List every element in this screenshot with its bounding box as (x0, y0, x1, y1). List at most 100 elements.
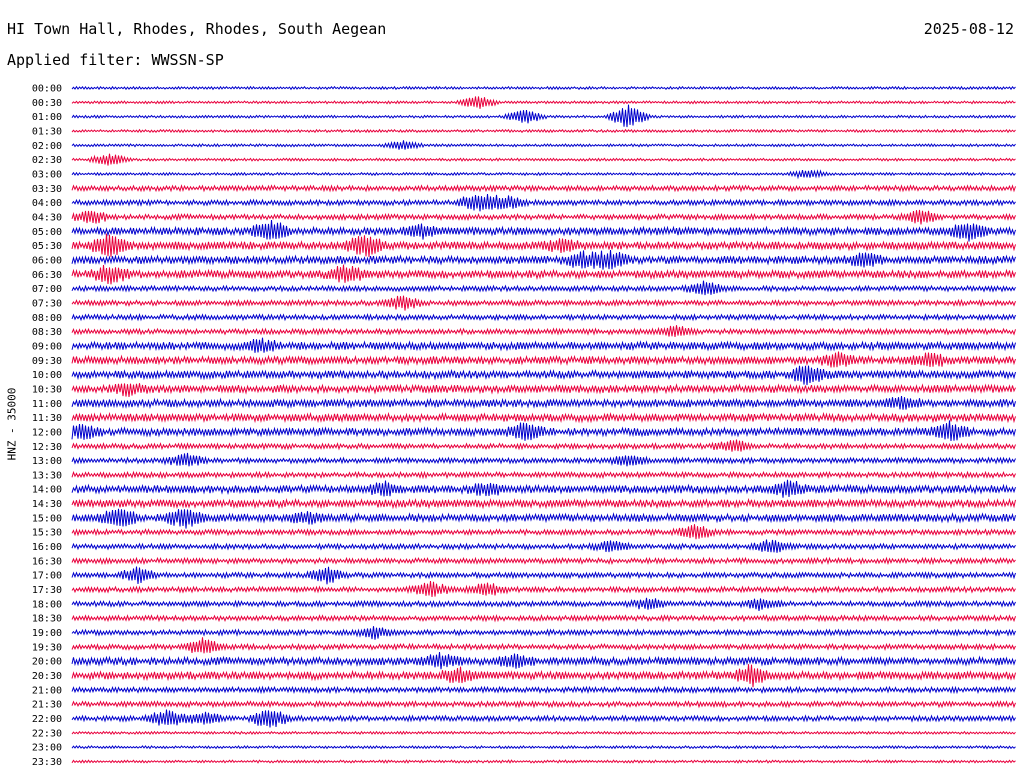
trace-row (71, 104, 1016, 128)
trace-row (71, 699, 1016, 709)
row-time-label: 15:30 (32, 528, 62, 539)
trace-row (71, 651, 1016, 670)
row-time-label: 19:30 (32, 642, 62, 653)
row-time-label: 13:00 (32, 456, 62, 467)
row-time-label: 11:00 (32, 399, 62, 410)
trace-row (71, 539, 1016, 553)
trace-row (71, 452, 1016, 467)
row-time-label: 21:00 (32, 685, 62, 696)
row-time-label: 21:30 (32, 700, 62, 711)
row-time-label: 22:30 (32, 728, 62, 739)
trace-row (71, 264, 1016, 285)
trace-row (71, 508, 1016, 529)
trace-row (71, 184, 1016, 193)
row-time-label: 16:00 (32, 542, 62, 553)
trace-row (71, 325, 1016, 337)
trace-row (71, 759, 1016, 764)
row-time-label: 07:00 (32, 284, 62, 295)
trace-row (71, 664, 1016, 688)
row-time-label: 00:30 (32, 98, 62, 109)
row-time-label: 19:00 (32, 628, 62, 639)
row-time-label: 01:00 (32, 112, 62, 123)
row-time-label: 03:30 (32, 184, 62, 195)
trace-row (71, 420, 1016, 442)
row-time-label: 10:00 (32, 370, 62, 381)
trace-row (71, 497, 1016, 510)
row-time-label: 00:00 (32, 84, 62, 95)
trace-row (71, 597, 1016, 611)
trace-row (71, 85, 1016, 91)
row-time-label: 06:30 (32, 270, 62, 281)
trace-row (71, 220, 1016, 242)
row-time-label: 17:30 (32, 585, 62, 596)
row-time-label: 15:00 (32, 513, 62, 524)
row-time-label: 03:00 (32, 169, 62, 180)
row-time-label: 13:30 (32, 470, 62, 481)
row-time-label: 07:30 (32, 298, 62, 309)
trace-row (71, 439, 1016, 452)
trace-row (71, 249, 1016, 270)
row-time-label: 20:00 (32, 657, 62, 668)
filter-label: Applied filter: WWSSN-SP (7, 51, 224, 69)
trace-row (71, 744, 1016, 750)
row-time-label: 14:30 (32, 499, 62, 510)
trace-row (71, 709, 1016, 728)
row-time-label: 10:30 (32, 384, 62, 395)
trace-row (71, 556, 1016, 566)
date-label: 2025-08-12 (923, 20, 1014, 38)
trace-row (71, 194, 1016, 212)
trace-row (71, 411, 1016, 424)
trace-row (71, 637, 1016, 654)
trace-row (71, 524, 1016, 540)
trace-row (71, 153, 1016, 166)
row-time-label: 04:30 (32, 212, 62, 223)
trace-row (71, 96, 1016, 109)
trace-row (71, 479, 1016, 498)
trace-row (71, 365, 1016, 386)
trace-row (71, 209, 1016, 225)
row-time-label: 18:30 (32, 614, 62, 625)
row-time-label: 23:00 (32, 743, 62, 754)
trace-row (71, 351, 1016, 368)
row-time-label: 12:00 (32, 427, 62, 438)
trace-row (71, 169, 1016, 180)
trace-row (71, 295, 1016, 311)
trace-row (71, 233, 1016, 257)
trace-row (71, 313, 1016, 322)
row-time-label: 16:30 (32, 556, 62, 567)
trace-row (71, 730, 1016, 736)
row-time-label: 18:00 (32, 599, 62, 610)
trace-row (71, 280, 1016, 296)
row-time-label: 04:00 (32, 198, 62, 209)
row-time-label: 20:30 (32, 671, 62, 682)
row-time-label: 01:30 (32, 126, 62, 137)
trace-row (71, 613, 1016, 623)
row-time-label: 23:30 (32, 757, 62, 768)
trace-row (71, 566, 1016, 585)
row-time-label: 09:00 (32, 341, 62, 352)
row-time-label: 05:00 (32, 227, 62, 238)
row-time-label: 12:30 (32, 442, 62, 453)
row-time-label: 11:30 (32, 413, 62, 424)
trace-row (71, 396, 1016, 410)
trace-row (71, 383, 1016, 397)
row-time-label: 17:00 (32, 571, 62, 582)
station-title: HI Town Hall, Rhodes, Rhodes, South Aege… (7, 20, 387, 38)
row-time-label: 22:00 (32, 714, 62, 725)
trace-row (71, 140, 1016, 150)
row-time-label: 02:30 (32, 155, 62, 166)
trace-row (71, 128, 1016, 134)
row-time-label: 02:00 (32, 141, 62, 152)
row-time-label: 08:00 (32, 313, 62, 324)
trace-row (71, 626, 1016, 640)
trace-row (71, 470, 1016, 480)
trace-row (71, 580, 1016, 598)
row-time-label: 14:00 (32, 485, 62, 496)
row-time-label: 08:30 (32, 327, 62, 338)
row-time-label: 09:30 (32, 356, 62, 367)
row-time-label: 05:30 (32, 241, 62, 252)
trace-row (71, 337, 1016, 353)
row-time-label: 06:00 (32, 255, 62, 266)
